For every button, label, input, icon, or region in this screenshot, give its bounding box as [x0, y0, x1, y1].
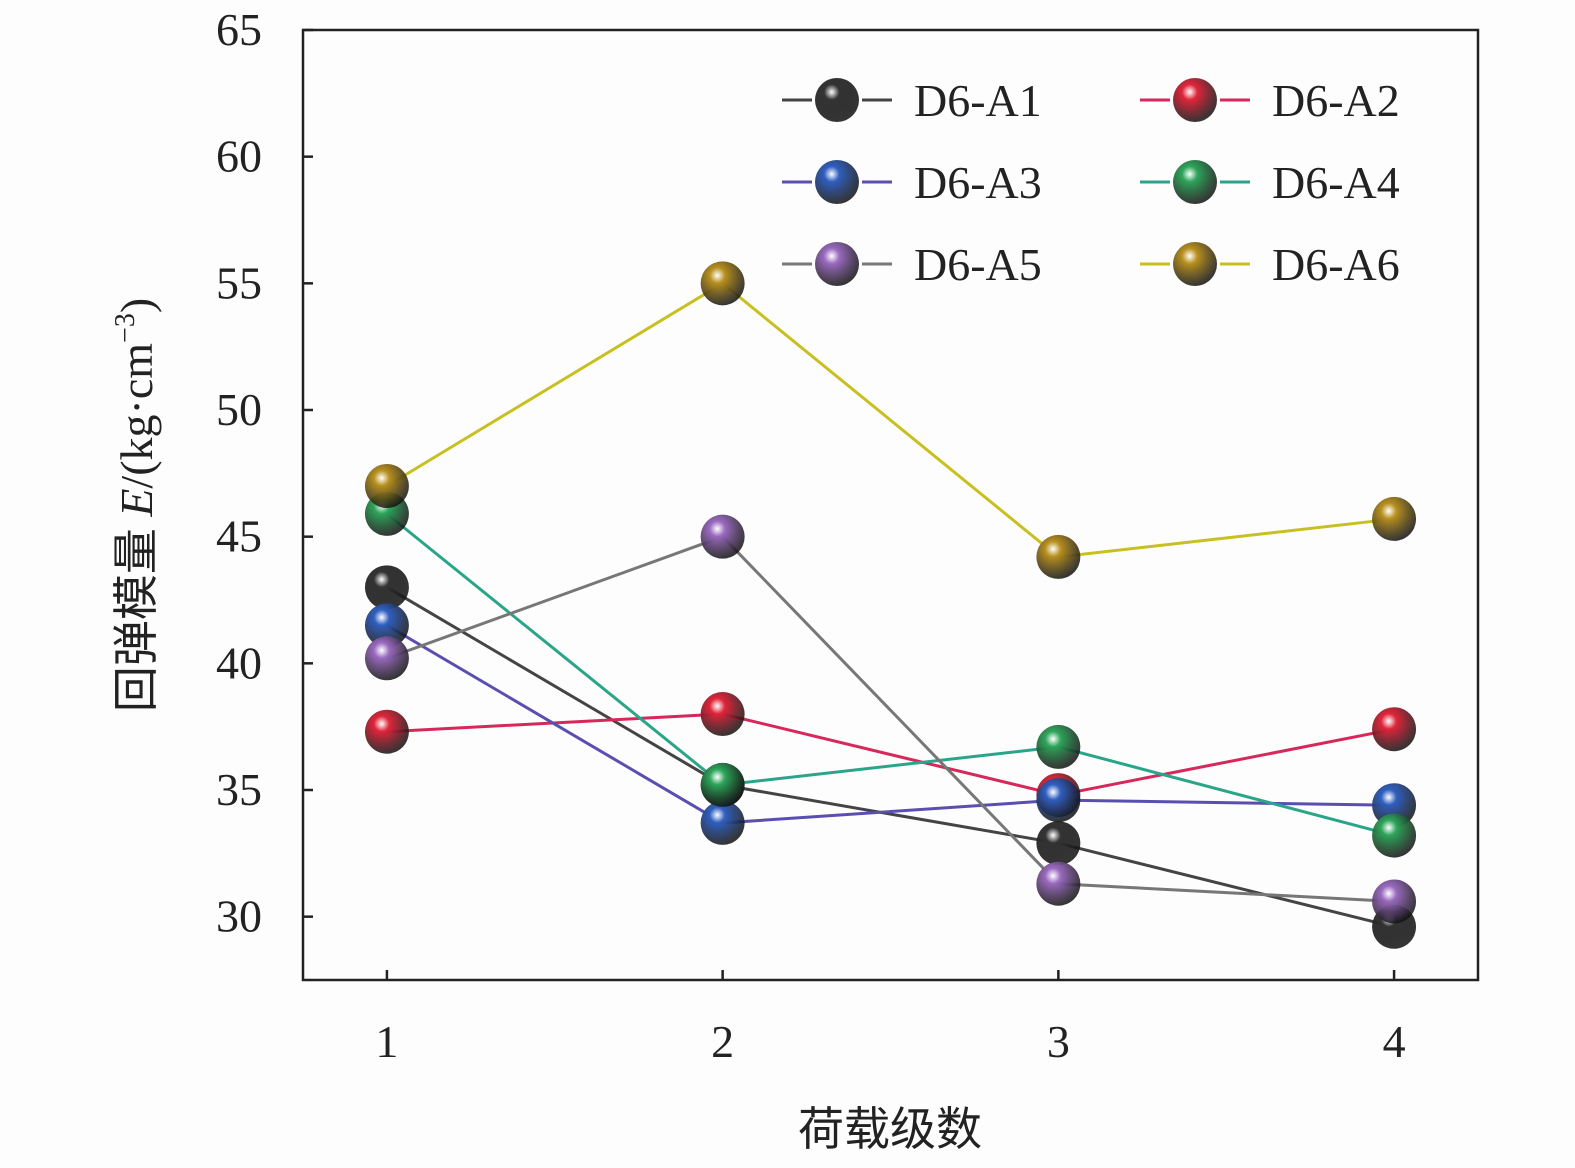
data-point-D6-A1	[364, 565, 409, 610]
legend-marker	[1173, 242, 1217, 286]
legend: D6-A1 D6-A2 D6-A3 D6-A4 D6-A5 D6-A6	[782, 75, 1400, 290]
series-line-D6-A3	[386, 624, 1395, 825]
data-point-D6-A3	[700, 800, 745, 845]
series-line-D6-A4	[385, 512, 1395, 838]
data-point-D6-A3	[1372, 783, 1417, 828]
legend-marker	[1173, 78, 1217, 122]
data-point-D6-A5	[1372, 879, 1417, 924]
legend-marker	[815, 160, 859, 204]
legend-label: D6-A3	[914, 157, 1042, 208]
x-axis: 1 2 3 4	[375, 970, 1406, 1067]
data-point-D6-A2	[700, 692, 745, 736]
data-point-D6-A6	[700, 261, 745, 306]
y-tick-label: 60	[216, 131, 262, 182]
x-tick-label: 3	[1047, 1016, 1070, 1067]
series-lines	[385, 281, 1395, 929]
y-tick-label: 35	[216, 764, 262, 815]
y-tick-label: 30	[216, 891, 262, 942]
series-line-D6-A1	[386, 586, 1395, 929]
data-point-D6-A5	[1036, 861, 1081, 906]
legend-label: D6-A1	[914, 75, 1042, 126]
legend-label: D6-A6	[1272, 239, 1400, 290]
y-axis: 30 35 40 45 50 55 60 65	[216, 4, 313, 942]
plot-frame	[301, 28, 1480, 982]
legend-marker	[1173, 160, 1217, 204]
data-point-D6-A3	[364, 603, 409, 648]
data-point-D6-A6	[1372, 496, 1417, 541]
legend-label: D6-A4	[1272, 157, 1400, 208]
data-point-D6-A5	[700, 514, 745, 559]
series-points	[364, 261, 1417, 949]
data-point-D6-A1	[1036, 821, 1081, 866]
series-line-D6-A2	[386, 712, 1395, 797]
legend-label: D6-A5	[914, 239, 1042, 290]
y-tick-label: 45	[216, 511, 262, 562]
x-tick-label: 4	[1383, 1016, 1406, 1067]
data-point-D6-A2	[1372, 707, 1417, 752]
x-tick-label: 2	[711, 1016, 734, 1067]
series-line-D6-A6	[386, 281, 1395, 559]
data-point-D6-A3	[1036, 778, 1081, 823]
data-point-D6-A4	[700, 762, 745, 807]
x-axis-label: 荷载级数	[798, 1104, 982, 1155]
data-point-D6-A6	[364, 464, 409, 508]
data-point-D6-A5	[364, 636, 409, 681]
y-axis-label: 回弹模量 E/(kg·cm−3)	[110, 298, 162, 712]
data-point-D6-A4	[1372, 813, 1417, 858]
y-tick-label: 55	[216, 257, 262, 308]
x-tick-label: 1	[375, 1016, 398, 1067]
legend-marker	[815, 78, 859, 122]
y-tick-label: 40	[216, 637, 262, 688]
data-point-D6-A2	[364, 709, 409, 754]
series-line-D6-A5	[386, 534, 1395, 903]
data-point-D6-A4	[1036, 724, 1081, 769]
y-tick-label: 50	[216, 384, 262, 435]
y-tick-label: 65	[216, 4, 262, 55]
legend-marker	[815, 242, 859, 286]
data-point-D6-A6	[1036, 534, 1081, 579]
legend-label: D6-A2	[1272, 75, 1400, 126]
